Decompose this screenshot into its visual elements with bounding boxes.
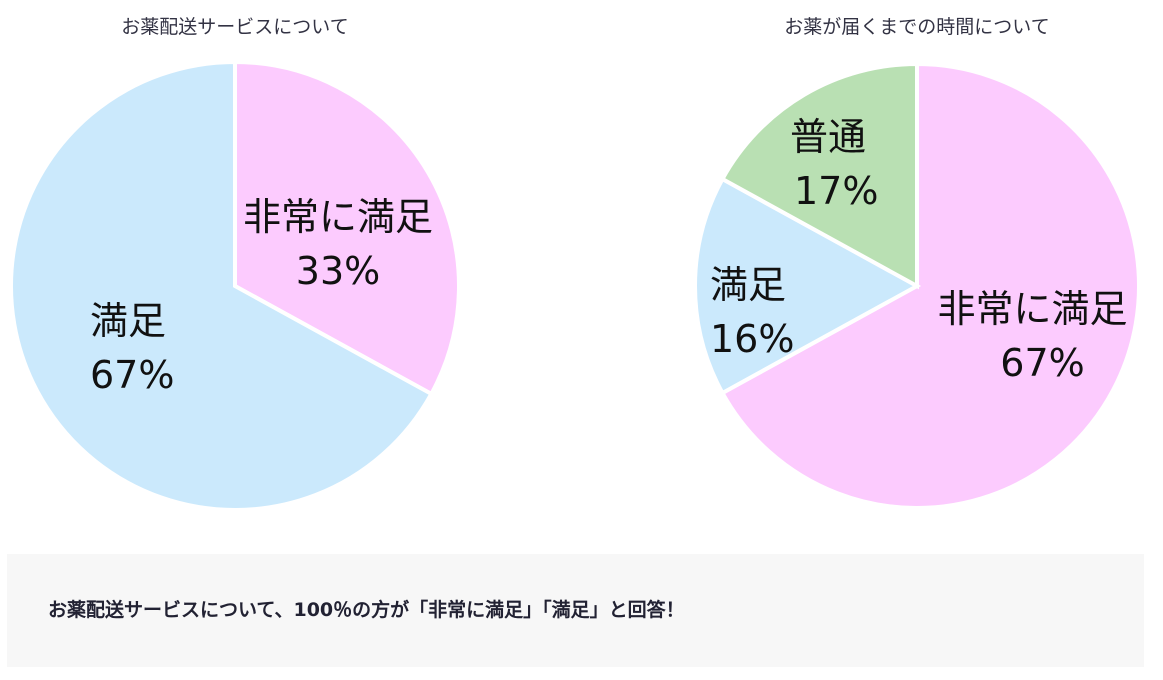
pie1-label-very-satisfied: 非常に満足 33% — [242, 195, 433, 293]
pie2-label-satisfied: 満足 16% — [710, 263, 795, 361]
pie1-slice-0 — [233, 59, 461, 397]
pie1-slice-1 — [9, 59, 435, 512]
pie2-slice-0 — [719, 61, 1141, 510]
chart-title-2: お薬が届くまでの時間について — [784, 16, 1050, 38]
pie2-slice-1 — [693, 176, 922, 396]
pie-charts — [9, 59, 1141, 512]
pie2-label-very-satisfied: 非常に満足 67% — [937, 287, 1128, 385]
pie2-label-normal: 普通 17% — [790, 115, 879, 213]
chart-title-1: お薬配送サービスについて — [121, 16, 349, 38]
pie2-slice-2 — [719, 61, 919, 290]
pie1-label-satisfied: 満足 67% — [90, 299, 175, 397]
summary-text: お薬配送サービスについて、100％の方が「非常に満足」「満足」と回答！ — [48, 599, 685, 621]
summary-box: お薬配送サービスについて、100％の方が「非常に満足」「満足」と回答！ — [7, 554, 1144, 667]
